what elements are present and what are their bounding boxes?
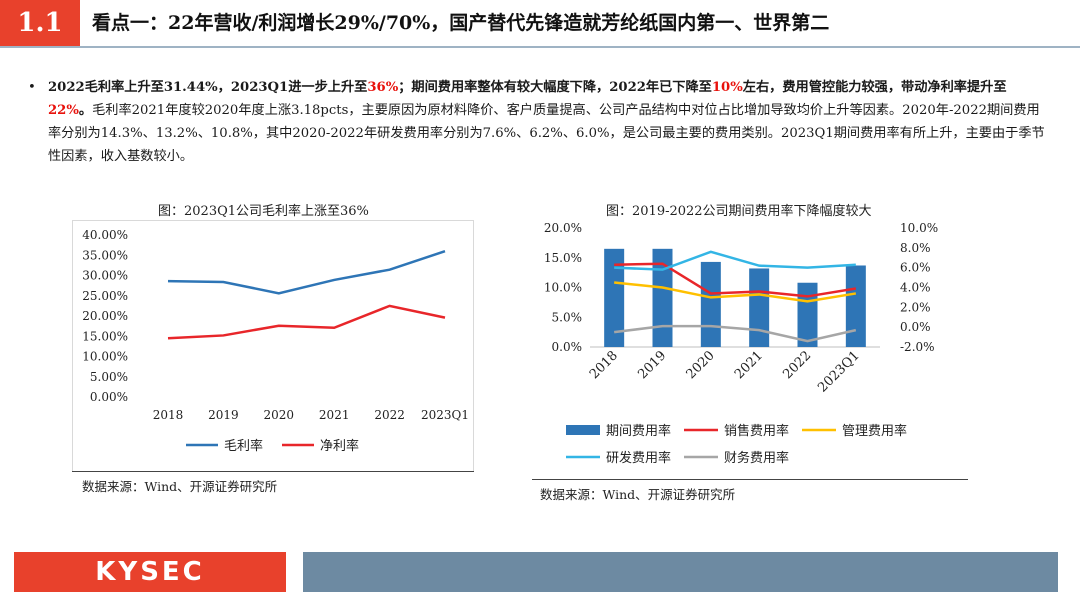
chart1-ytick-label: 40.00% (82, 228, 128, 242)
chart1-xtick-label: 2018 (153, 408, 184, 422)
chart1-caption: 图：2023Q1公司毛利率上涨至36% (158, 204, 369, 219)
chart2-ytick-left-label: 20.0% (544, 221, 582, 235)
chart2-ytick-right-label: 4.0% (900, 281, 931, 295)
chart2-series-line (614, 324, 857, 343)
chart2-source-rule (532, 479, 968, 480)
highlight-expense-ratio: 10% (711, 80, 743, 95)
chart1-series-line-gross-margin (167, 250, 446, 295)
header-divider (0, 46, 1080, 48)
chart2-xtick-label: 2019 (635, 348, 669, 382)
bullet-text-5: 毛利率2021年度较2020年度上涨3.18pcts，主要原因为原材料降价、客户… (48, 103, 1045, 164)
chart2-bar (845, 265, 866, 347)
chart2-series-line (614, 262, 857, 298)
chart1-ytick-label: 0.00% (90, 390, 128, 404)
chart2-legend-label: 管理费用率 (842, 423, 907, 439)
chart2-legend-label: 研发费用率 (606, 450, 671, 466)
chart1-xtick-label: 2022 (374, 408, 405, 422)
highlight-net-margin: 22% (48, 103, 79, 118)
kysec-logo: KYSEC (14, 552, 286, 592)
chart2-ytick-left-label: 15.0% (544, 251, 582, 265)
chart1-xtick-label: 2019 (208, 408, 239, 422)
bullet-text-1: 2022毛利率上升至31.44%，2023Q1进一步上升至 (48, 80, 368, 95)
chart2-xtick-label: 2023Q1 (815, 348, 862, 395)
chart1-ytick-label: 25.00% (82, 289, 128, 303)
section-number: 1.1 (0, 0, 80, 46)
chart1-source: 数据来源：Wind、开源证券研究所 (82, 479, 278, 494)
chart2-xtick-label: 2022 (780, 348, 814, 382)
chart1-ytick-label: 15.00% (82, 329, 128, 343)
chart2-caption: 图：2019-2022公司期间费用率下降幅度较大 (606, 204, 872, 219)
chart1-ytick-label: 5.00% (90, 370, 128, 384)
chart2-ytick-left-label: 0.0% (552, 340, 583, 354)
chart2-xtick-label: 2020 (684, 348, 718, 382)
bullet-dot: • (28, 80, 36, 95)
page-title: 看点一：22年营收/利润增长29%/70%，国产替代先锋造就芳纶纸国内第一、世界… (92, 12, 830, 34)
chart2-series-line (614, 281, 857, 303)
chart2-xtick-label: 2021 (732, 348, 766, 382)
chart2-ytick-right-label: 10.0% (900, 221, 938, 235)
chart2-series-line (614, 250, 856, 271)
chart2-ytick-right-label: 2.0% (900, 300, 931, 314)
chart2-bar (604, 248, 625, 347)
chart2-bar (652, 248, 673, 347)
chart2-ytick-right-label: 8.0% (900, 241, 931, 255)
header: 1.1 看点一：22年营收/利润增长29%/70%，国产替代先锋造就芳纶纸国内第… (0, 0, 1080, 46)
bullet-text-2: ；期间费用率整体有较大幅度下降，2022年已下降至 (398, 80, 712, 95)
chart1-xtick-label: 2020 (264, 408, 295, 422)
chart2-legend-label: 销售费用率 (724, 423, 789, 439)
chart2-bar (797, 282, 818, 347)
chart2-ytick-right-label: -2.0% (900, 340, 935, 354)
chart2-legend-swatch (566, 425, 600, 435)
chart1-ytick-label: 35.00% (82, 248, 128, 262)
bullet-text-3: 左右，费用管控能力较强，带动净利率提升至 (742, 80, 1007, 95)
chart1-xtick-label: 2021 (319, 408, 350, 422)
chart1-ytick-label: 30.00% (82, 269, 128, 283)
chart1-legend-label: 净利率 (320, 438, 359, 454)
chart2-source: 数据来源：Wind、开源证券研究所 (540, 487, 736, 502)
chart2-xtick-label: 2018 (587, 348, 621, 382)
chart2-bar (749, 268, 770, 347)
chart1-series-line-net-margin (167, 304, 446, 340)
chart2-legend-label: 财务费用率 (724, 450, 789, 466)
chart2-bar (700, 261, 721, 347)
highlight-gross-margin: 36% (367, 80, 399, 95)
chart2-legend-label: 期间费用率 (606, 423, 671, 439)
chart1-ytick-label: 10.00% (82, 350, 128, 364)
chart2-ytick-left-label: 5.0% (552, 310, 583, 324)
chart1-legend-label: 毛利率 (224, 438, 263, 454)
chart1-source-rule (72, 471, 474, 472)
chart1-xtick-label: 2023Q1 (421, 408, 469, 422)
chart1-ytick-label: 20.00% (82, 309, 128, 323)
chart2-ytick-right-label: 6.0% (900, 261, 931, 275)
bullet-text-4: 。 (78, 103, 93, 118)
chart2-ytick-right-label: 0.0% (900, 320, 931, 334)
footer-bar (303, 552, 1058, 592)
chart2-ytick-left-label: 10.0% (544, 281, 582, 295)
bullet-paragraph: • 2022毛利率上升至31.44%，2023Q1进一步上升至36%；期间费用率… (28, 76, 1048, 168)
